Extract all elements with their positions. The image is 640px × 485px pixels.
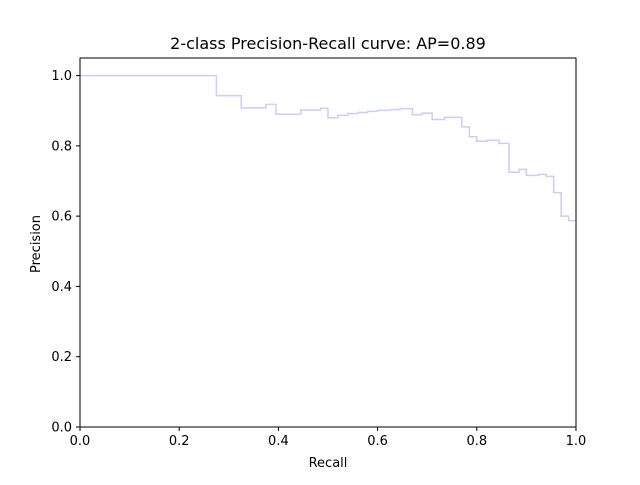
y-tick-label: 0.6: [51, 210, 72, 225]
y-tick-label: 0.4: [51, 280, 72, 295]
x-axis-label: Recall: [309, 456, 348, 471]
x-tick-label: 1.0: [566, 434, 587, 449]
x-tick-label: 0.6: [367, 434, 388, 449]
plot-frame: [79, 57, 577, 428]
x-tick-label: 0.4: [268, 434, 289, 449]
y-axis-label: Precision: [29, 215, 44, 273]
y-tick-label: 0.8: [51, 139, 72, 154]
y-tick-label: 1.0: [51, 69, 72, 84]
chart-title: 2-class Precision-Recall curve: AP=0.89: [170, 34, 486, 53]
x-tick-label: 0.2: [169, 434, 190, 449]
x-tick-label: 0.0: [70, 434, 91, 449]
pr-curve-line: [80, 74, 576, 222]
y-tick-label: 0.0: [51, 421, 72, 436]
y-tick-label: 0.2: [51, 350, 72, 365]
x-tick-label: 0.8: [466, 434, 487, 449]
